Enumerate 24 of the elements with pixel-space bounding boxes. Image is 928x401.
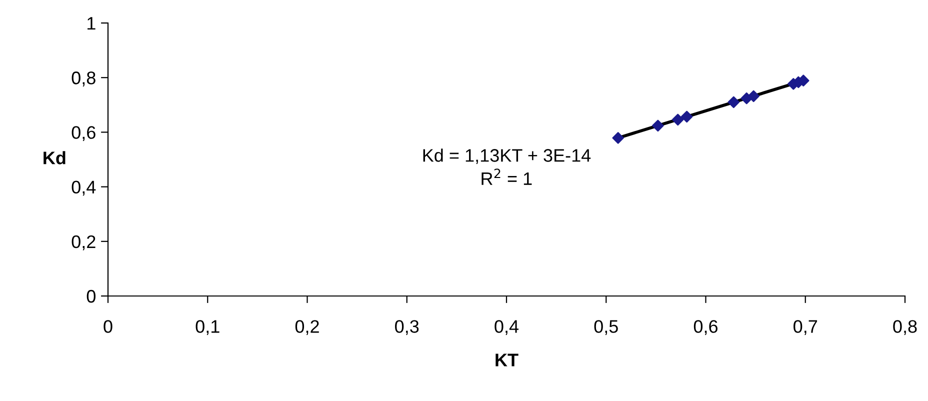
x-tick-label: 0,6 [694,320,718,336]
y-tick-label: 0,6 [72,126,96,142]
annotation: Kd = 1,13KT + 3E-14 R$^{2}$ = 1 [423,148,591,185]
point [728,96,740,108]
y-tick-label: 1 [88,17,96,30]
point [612,132,624,144]
y-tick-label: 0,2 [72,235,96,250]
x-tick-label: 0,2 [295,320,319,336]
y-tick-label: 0,8 [72,72,96,86]
y-tick-label: 0 [86,290,96,303]
point [672,114,684,126]
y-tick-label: 0,4 [72,180,96,196]
x-tick-label: 0,8 [893,320,917,336]
point [748,90,760,102]
x-tick-label: 0,1 [196,320,220,336]
x-tick-label: 0 [104,320,112,333]
x-axis-title: KT [496,354,518,366]
x-tick-label: 0,5 [594,320,618,336]
x-tick-label: 0,4 [494,320,519,336]
x-tick-label: 0,3 [395,320,419,336]
point [680,110,693,123]
y-axis-title: Kd [44,151,66,164]
point [652,120,664,132]
x-tick-label: 0,7 [794,320,818,336]
